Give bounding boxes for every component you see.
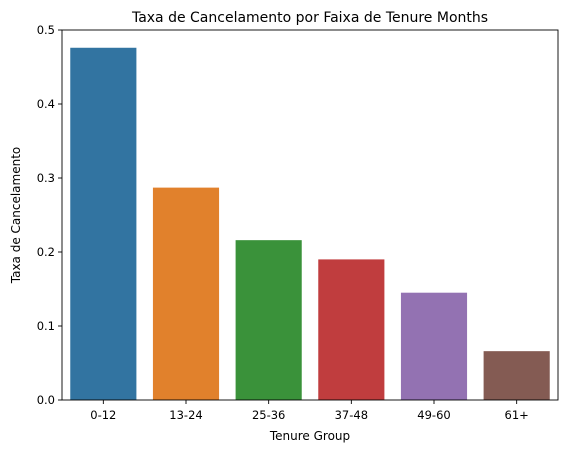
y-tick-label-0.2: 0.2 — [37, 245, 55, 259]
y-axis-label: Taxa de Cancelamento — [9, 147, 23, 285]
x-tick-label-61+: 61+ — [505, 408, 529, 422]
x-tick-label-0-12: 0-12 — [90, 408, 116, 422]
plot-border — [61, 29, 559, 401]
y-tick-label-0.5: 0.5 — [37, 23, 55, 37]
bars-group — [70, 47, 550, 400]
x-axis-ticks: 0-12 13-24 25-36 37-48 49-60 61+ — [90, 400, 529, 422]
x-tick-label-37-48: 37-48 — [335, 408, 368, 422]
y-tick-label-0.1: 0.1 — [37, 319, 55, 333]
y-axis-ticks: 0.0 0.1 0.2 0.3 0.4 0.5 — [37, 23, 62, 407]
bar-37-48 — [318, 259, 385, 400]
x-tick-label-25-36: 25-36 — [252, 408, 285, 422]
plot-area: 0.0 0.1 0.2 0.3 0.4 0.5 0-12 13-24 25-36 37-48 49… — [37, 23, 559, 422]
y-tick-label-0.4: 0.4 — [37, 97, 55, 111]
bar-0-12 — [70, 47, 137, 400]
bar-61+ — [483, 351, 550, 400]
plot-frame — [62, 30, 558, 400]
y-tick-label-0.0: 0.0 — [37, 393, 55, 407]
bar-49-60 — [400, 292, 468, 400]
chart-title: Taxa de Cancelamento por Faixa de Tenure… — [131, 10, 488, 26]
y-tick-label-0.3: 0.3 — [37, 171, 55, 185]
bar-25-36 — [235, 240, 302, 400]
bar-13-24 — [152, 187, 220, 400]
x-tick-label-49-60: 49-60 — [417, 408, 450, 422]
x-axis-label: Tenure Group — [269, 429, 350, 443]
x-tick-label-13-24: 13-24 — [169, 408, 202, 422]
